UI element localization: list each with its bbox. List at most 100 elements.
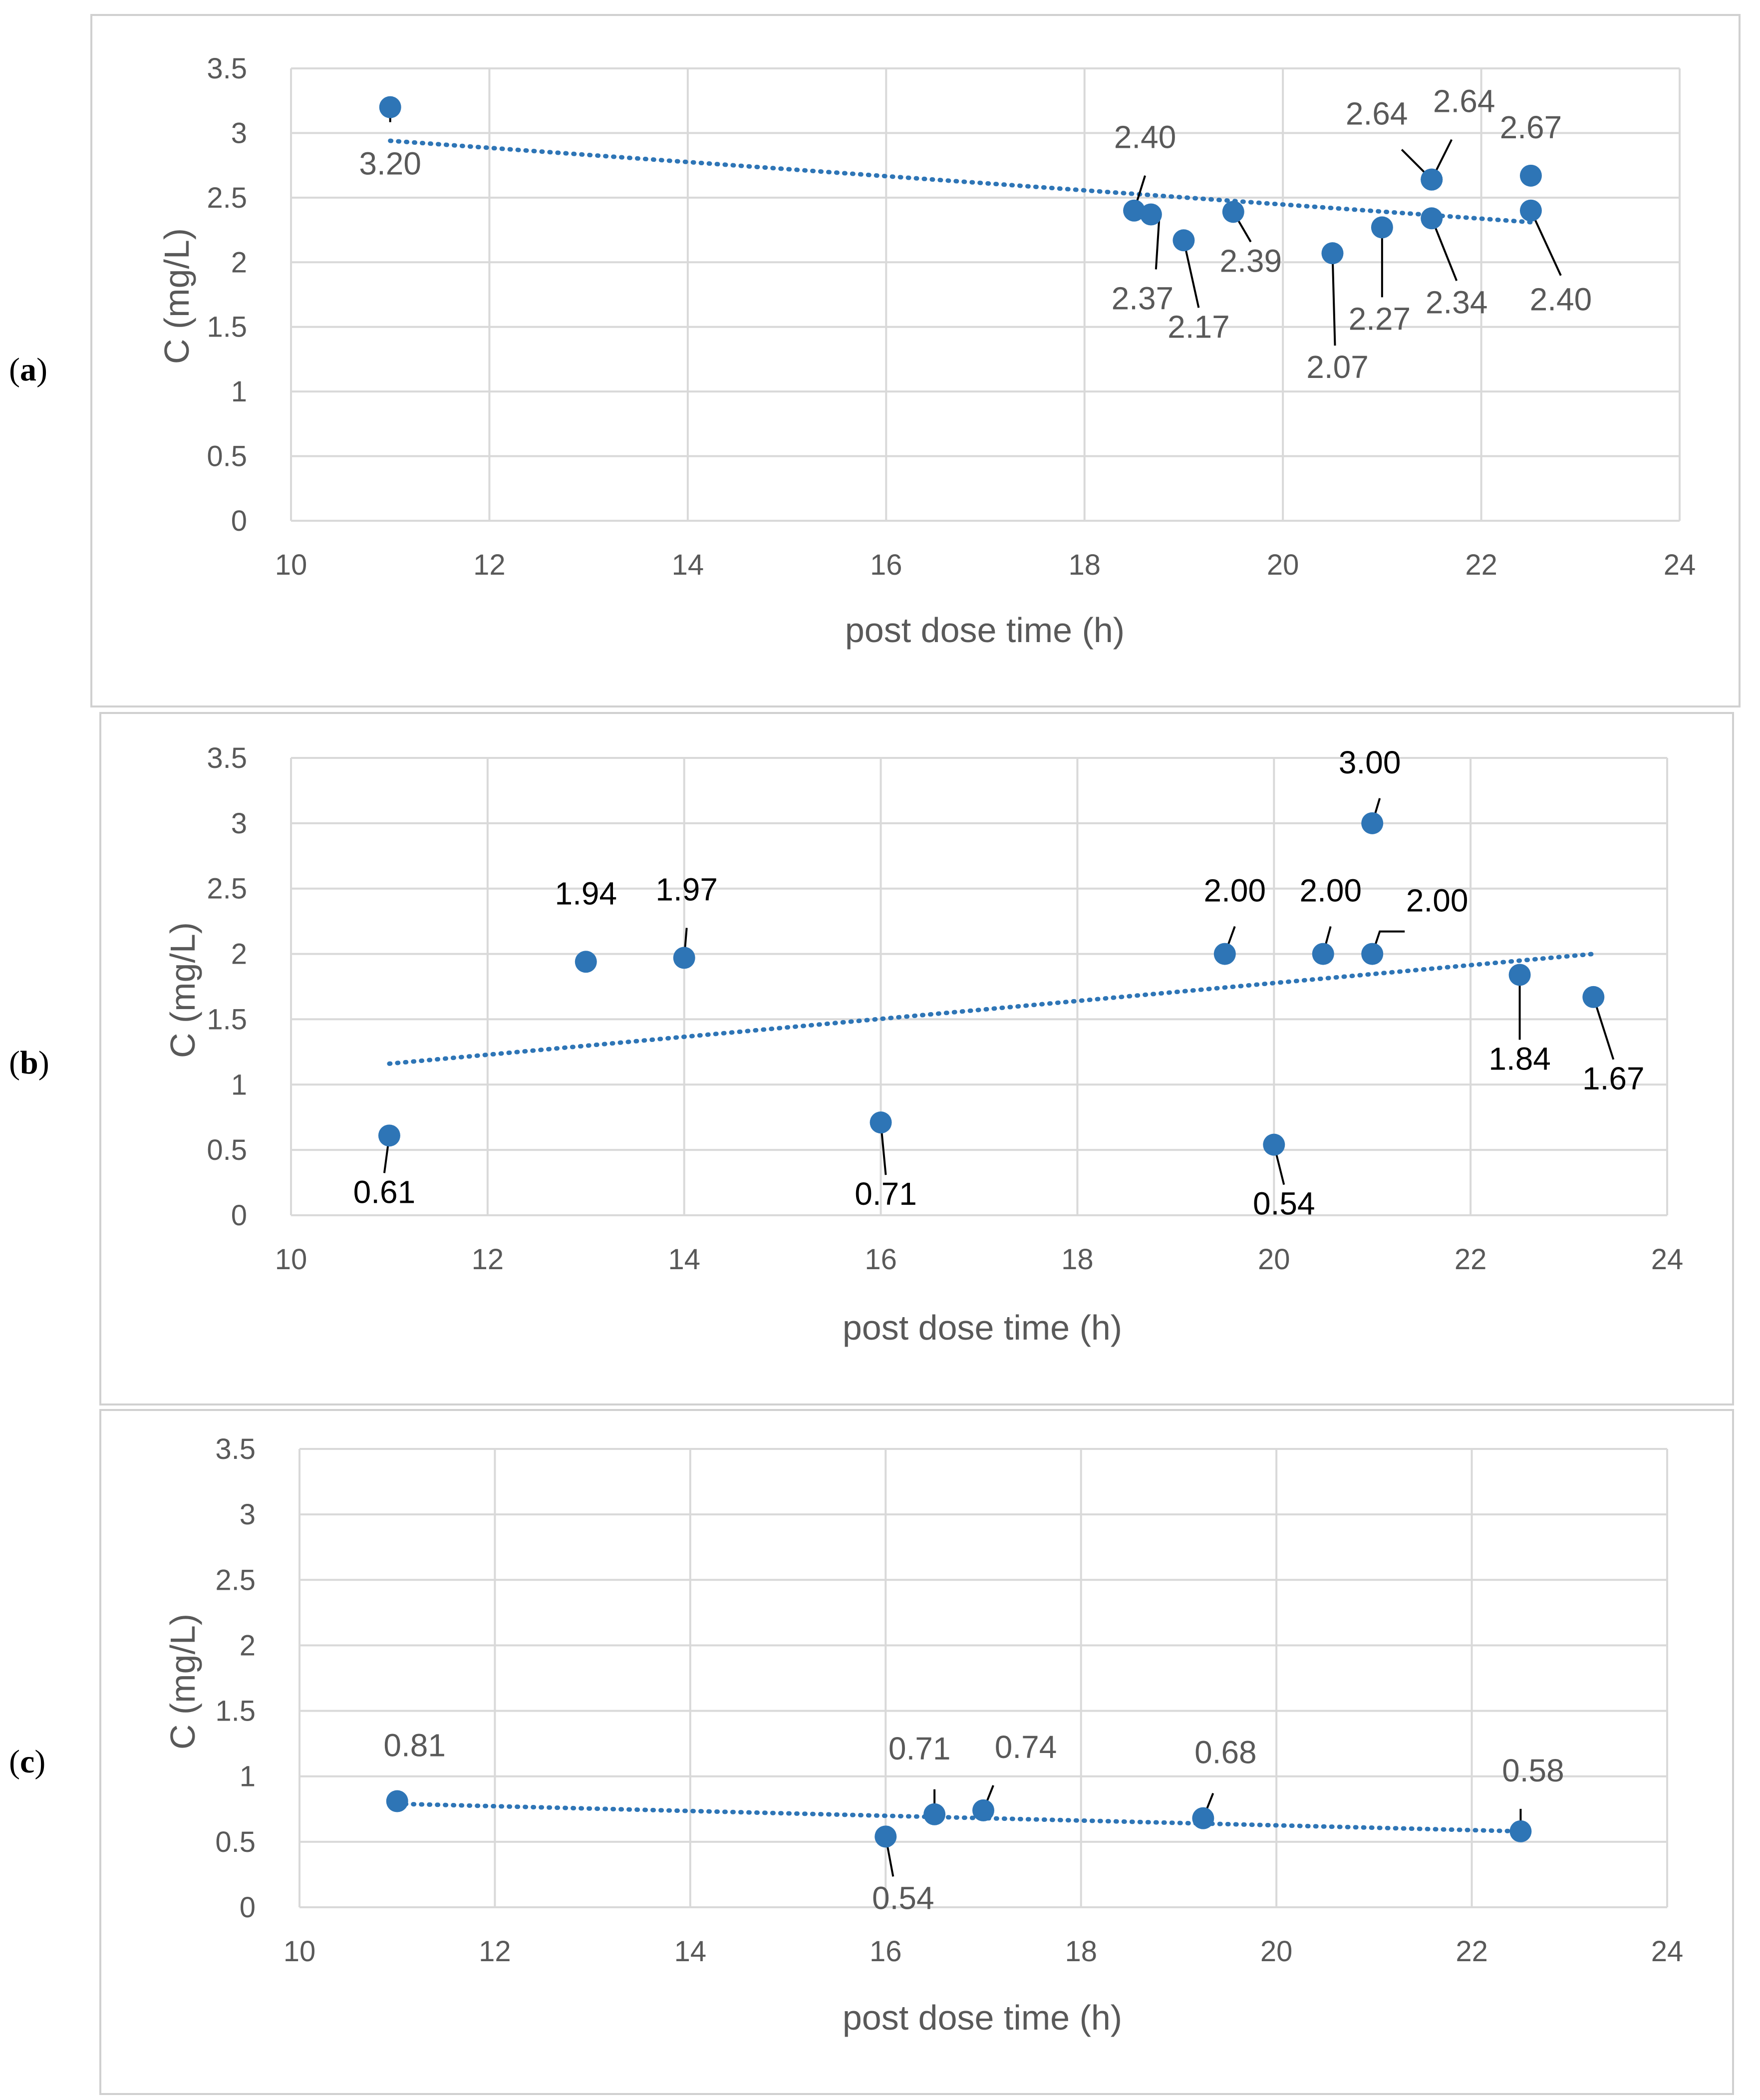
data-label: 1.94 (555, 875, 617, 911)
y-tick-label: 2.5 (215, 1564, 256, 1596)
y-tick-label: 1.5 (215, 1695, 256, 1728)
data-label: 0.71 (855, 1176, 917, 1212)
panel-c: (c) 0 0.5 1 1.5 2 2.5 3 3.5 10 12 14 16 18 20 22 24 0.81… (9, 1409, 1734, 2095)
chart-frame-a (90, 14, 1741, 707)
data-point (378, 1124, 400, 1147)
y-tick-label: 1 (231, 1068, 247, 1101)
x-axis-title-a: post dose time (h) (845, 611, 1125, 650)
y-tick-label: 2.5 (207, 182, 247, 214)
x-tick-label: 24 (1664, 549, 1696, 581)
panel-label-a: (a) (9, 351, 47, 388)
y-tick-label: 2 (240, 1629, 256, 1662)
data-point (575, 951, 597, 973)
y-tick-label: 0.5 (215, 1826, 256, 1858)
data-point (1263, 1133, 1285, 1156)
data-point (1213, 943, 1236, 965)
data-point (1222, 201, 1244, 223)
data-point (1371, 216, 1393, 239)
data-label: 2.37 (1112, 281, 1174, 317)
data-label: 2.27 (1349, 301, 1411, 337)
x-tick-label: 22 (1456, 1935, 1488, 1968)
panel-label-b: (b) (9, 1045, 49, 1081)
leader-line (1331, 253, 1336, 346)
y-axis-title-a: C (mg/L) (157, 228, 196, 364)
data-label: 0.58 (1502, 1752, 1564, 1788)
data-point (1361, 812, 1384, 834)
data-point (1582, 986, 1605, 1008)
trendline (388, 138, 1533, 225)
panel-label-c: (c) (9, 1744, 45, 1780)
y-tick-label: 1 (231, 375, 247, 408)
y-tick-label: 3.5 (207, 52, 247, 85)
y-tick-label: 2 (231, 938, 247, 971)
data-point (1361, 943, 1384, 965)
x-tick-label: 22 (1455, 1243, 1487, 1276)
x-tick-label: 10 (284, 1935, 316, 1968)
data-point (1519, 199, 1542, 222)
x-axis-title-c: post dose time (h) (843, 1998, 1122, 2037)
y-tick-label: 3 (231, 117, 247, 149)
x-tick-label: 24 (1651, 1935, 1684, 1968)
data-point (1509, 1820, 1532, 1842)
data-label: 0.74 (995, 1729, 1057, 1765)
data-label: 2.67 (1500, 109, 1562, 145)
data-point (1192, 1807, 1214, 1829)
y-tick-label: 1 (240, 1760, 256, 1793)
x-tick-label: 10 (275, 1243, 307, 1276)
data-point (1519, 164, 1542, 187)
x-tick-label: 14 (674, 1935, 707, 1968)
data-label: 2.40 (1114, 119, 1176, 155)
y-tick-label: 2.5 (207, 873, 247, 905)
data-label: 2.07 (1306, 349, 1369, 385)
data-label: 0.68 (1194, 1735, 1257, 1770)
data-label: 1.84 (1488, 1041, 1551, 1076)
x-tick-label: 20 (1260, 1935, 1293, 1968)
leader-line (1155, 214, 1161, 270)
data-point (379, 96, 401, 118)
data-label: 2.64 (1433, 83, 1495, 119)
data-label: 2.00 (1406, 883, 1468, 919)
leader-line (1431, 218, 1458, 282)
data-label: 0.81 (383, 1728, 446, 1763)
x-axis-title-b: post dose time (h) (843, 1308, 1122, 1347)
data-label: 0.54 (1253, 1186, 1315, 1222)
x-tick-label: 18 (1065, 1935, 1097, 1968)
x-tick-label: 18 (1061, 1243, 1094, 1276)
panel-a: (a) 0 0.5 1 1.5 2 2.5 3 3.5 10 12 14 16 18 20 22 24 3.20… (9, 14, 1741, 707)
y-tick-label: 2 (231, 246, 247, 279)
y-tick-label: 0 (240, 1891, 256, 1924)
panel-b: (b) 0 0.5 1 1.5 2 2.5 3 3.5 10 12 14 16 18 20 22 24 0.61… (9, 712, 1734, 1405)
data-label: 1.67 (1582, 1060, 1645, 1096)
data-label: 2.39 (1220, 243, 1282, 279)
y-tick-label: 0 (231, 505, 247, 537)
data-label: 3.00 (1339, 744, 1401, 780)
plot-area-a: 0 0.5 1 1.5 2 2.5 3 3.5 10 12 14 16 18 20 22 24 3.20 2.40… (207, 52, 1696, 581)
x-tick-label: 20 (1267, 549, 1299, 581)
x-tick-label: 14 (672, 549, 704, 581)
trendline (395, 1801, 1523, 1834)
data-point (1508, 964, 1531, 986)
y-tick-label: 0.5 (207, 1134, 247, 1166)
x-tick-label: 12 (479, 1935, 511, 1968)
y-tick-label: 3.5 (207, 742, 247, 774)
data-label: 2.00 (1204, 873, 1266, 909)
y-tick-label: 0 (231, 1199, 247, 1232)
y-tick-label: 3 (231, 807, 247, 840)
data-point (875, 1825, 897, 1848)
data-point (673, 947, 695, 969)
x-tick-label: 16 (870, 549, 902, 581)
plot-area-c: 0 0.5 1 1.5 2 2.5 3 3.5 10 12 14 16 18 20 22 24 0.81 0.54… (215, 1433, 1683, 1968)
data-label: 0.61 (353, 1174, 416, 1210)
data-point (1140, 203, 1162, 226)
x-tick-label: 24 (1651, 1243, 1684, 1276)
x-tick-label: 14 (668, 1243, 700, 1276)
data-label: 2.40 (1530, 282, 1592, 318)
data-label: 0.71 (888, 1731, 951, 1766)
chart-frame-b (99, 712, 1734, 1405)
x-tick-label: 22 (1465, 549, 1497, 581)
x-tick-label: 18 (1068, 549, 1101, 581)
data-label: 0.54 (872, 1880, 934, 1916)
x-tick-label: 12 (473, 549, 506, 581)
y-axis-title-c: C (mg/L) (163, 1614, 202, 1750)
